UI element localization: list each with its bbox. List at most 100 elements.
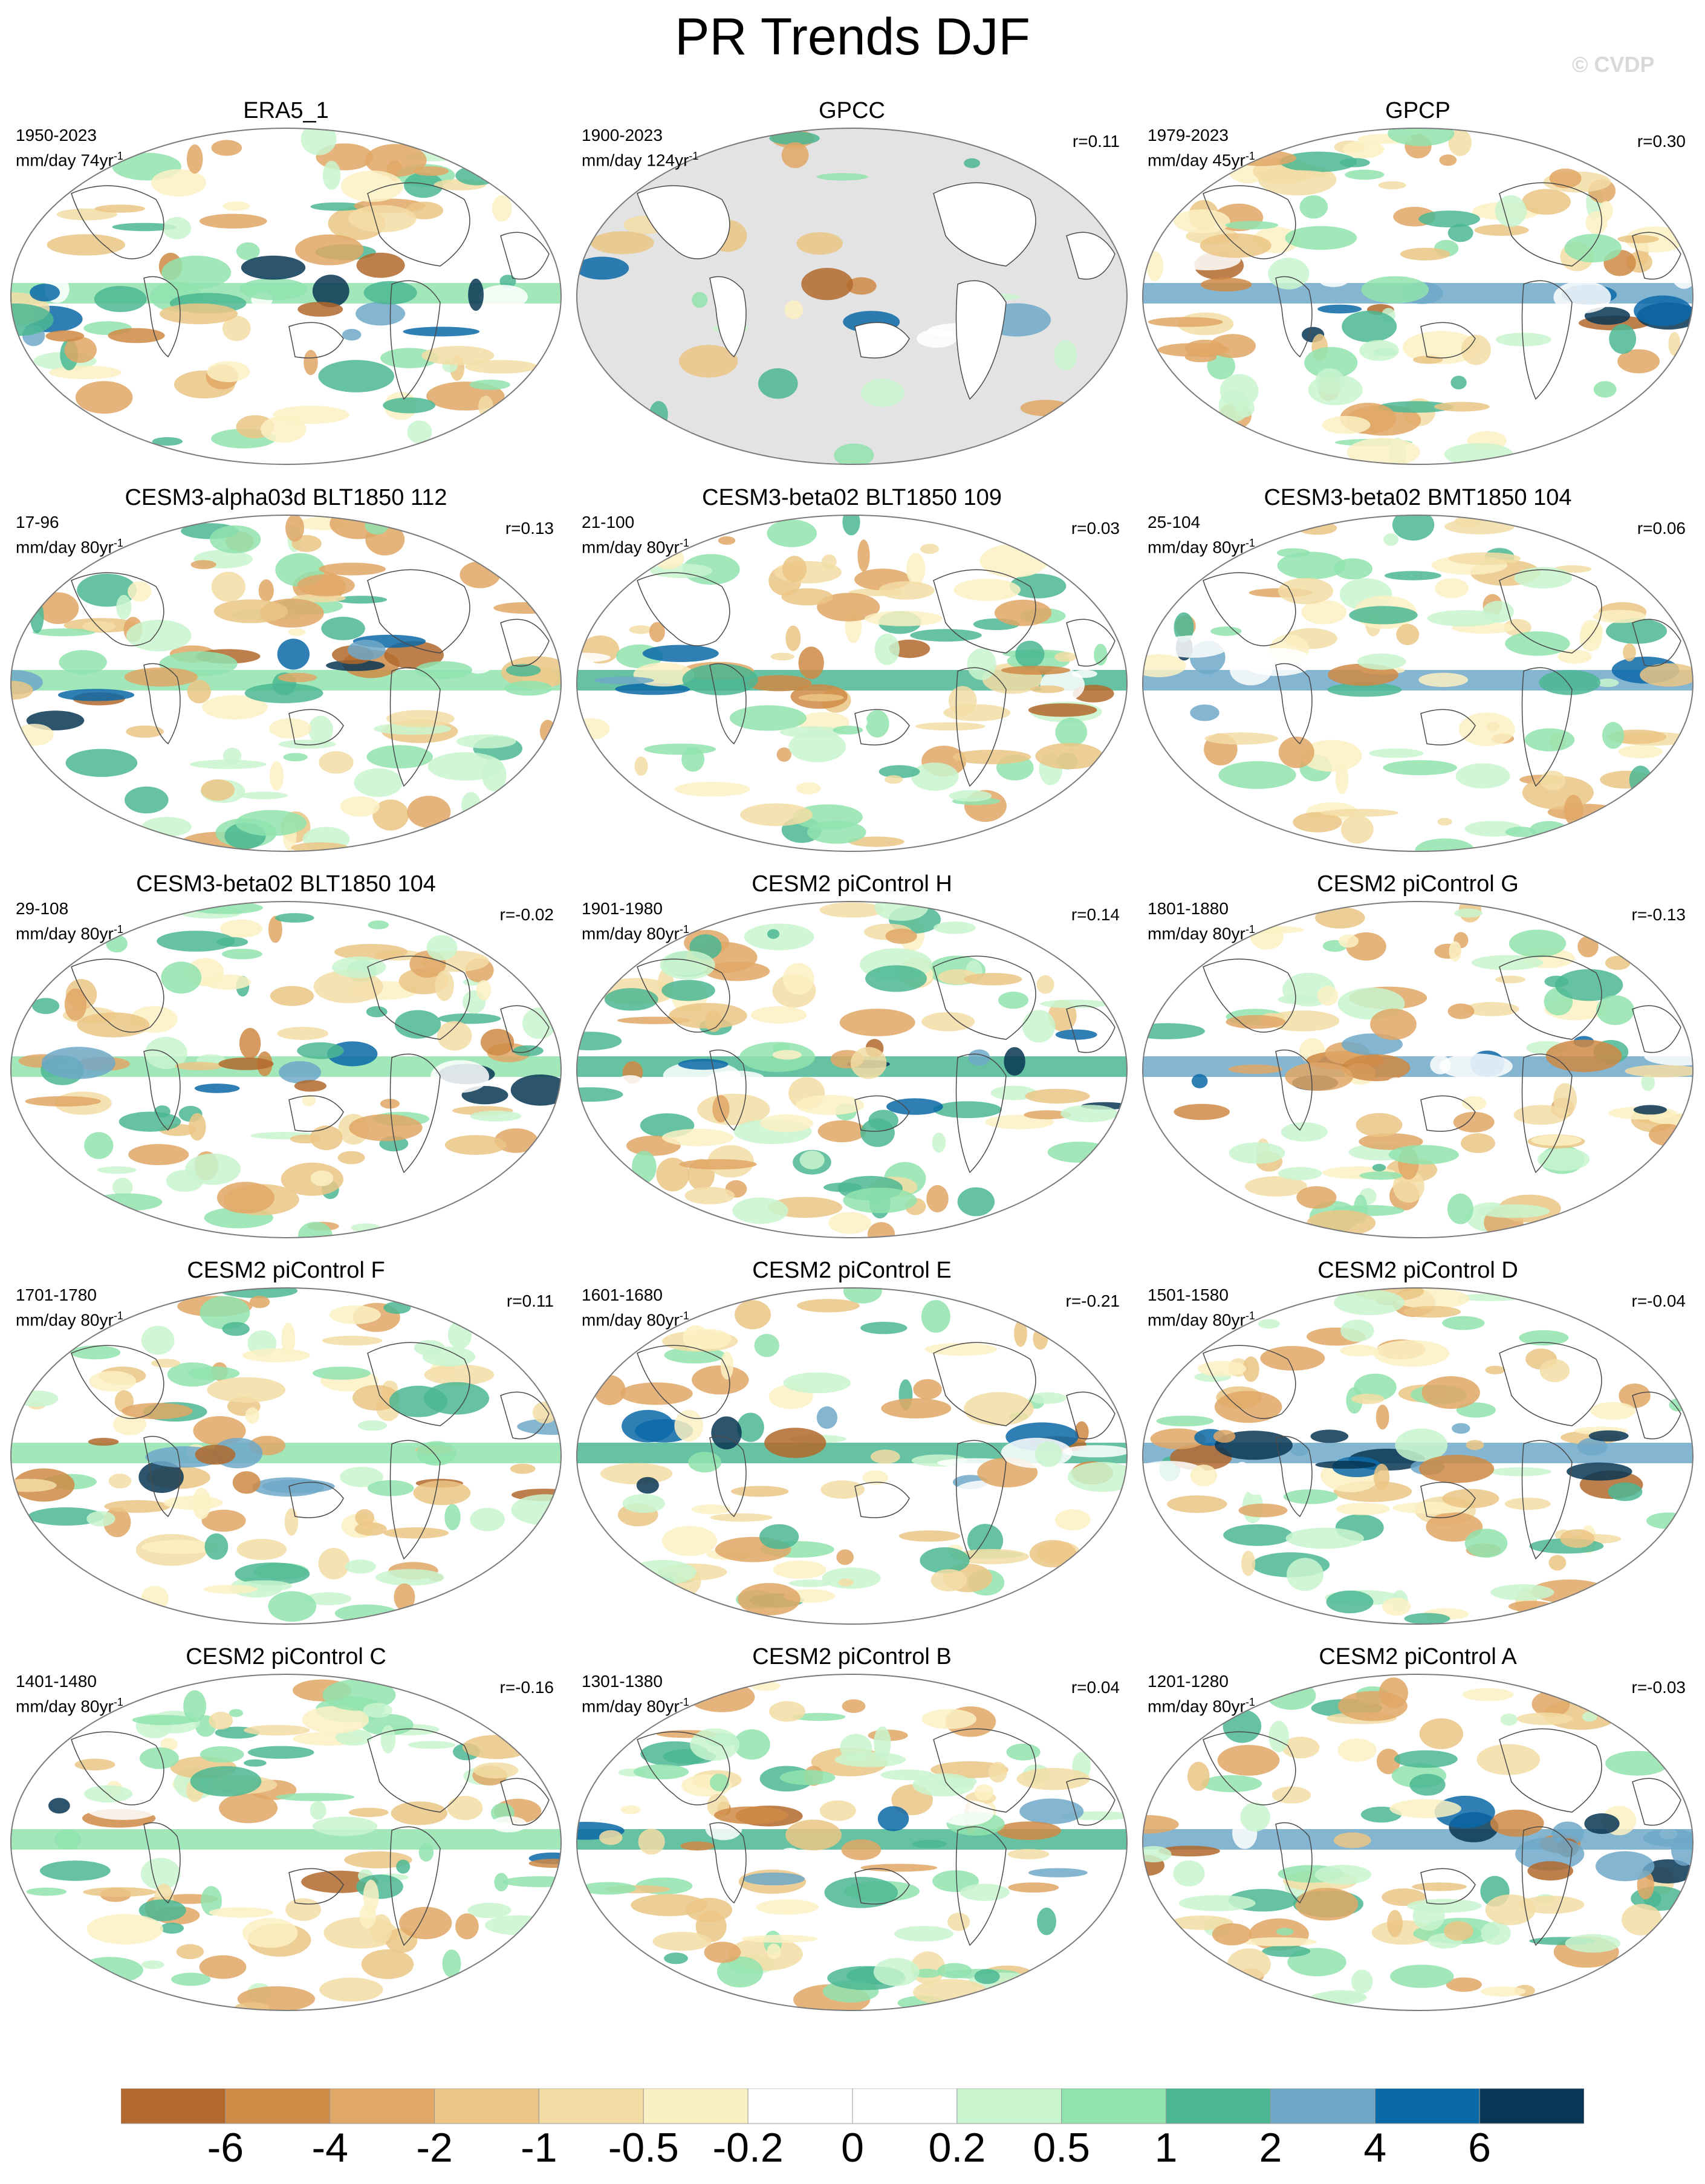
trend-blob: [1007, 1849, 1050, 1859]
trend-blob: [511, 1494, 561, 1526]
trend-blob: [1200, 233, 1271, 258]
robinson-map: [1142, 1287, 1694, 1625]
trend-blob: [1374, 1463, 1390, 1490]
continent-outline-icon: [1275, 276, 1313, 358]
trend-blob: [1522, 189, 1571, 215]
trend-blob: [522, 1007, 556, 1039]
trend-blob: [232, 1471, 261, 1494]
trend-blob: [41, 1047, 115, 1079]
trend-blob: [269, 761, 284, 791]
trend-blob: [348, 1807, 389, 1818]
trend-blob: [1276, 548, 1310, 557]
map-panel: CESM2 piControl G 1801-1880 mm/day 80yr-1 r…: [1137, 870, 1699, 1257]
trend-blob: [732, 1197, 788, 1224]
trend-blob: [1383, 533, 1398, 546]
trend-blob: [1442, 1489, 1499, 1509]
trend-blob: [1212, 1923, 1252, 1946]
continent-outline-icon: [955, 1053, 1007, 1174]
colorbar-swatch: [956, 2088, 1062, 2124]
trend-blob: [750, 1006, 807, 1024]
trend-blob: [886, 1098, 943, 1115]
trend-blob: [1310, 1429, 1349, 1443]
trend-blob: [1461, 1096, 1487, 1111]
panel-date-range: 1301-1380: [582, 1672, 663, 1691]
trend-blob: [921, 1300, 950, 1333]
map-panel: CESM2 piControl B 1301-1380 mm/day 80yr-1 r…: [571, 1643, 1133, 2030]
continent-outline-icon: [1066, 1391, 1116, 1440]
map-border: [10, 128, 562, 465]
trend-blob: [921, 1709, 976, 1729]
robinson-map: [10, 515, 562, 852]
trend-blob: [1340, 1345, 1379, 1357]
map-panel: CESM2 piControl D 1501-1580 mm/day 80yr-1 r…: [1137, 1256, 1699, 1643]
continent-outline-icon: [709, 663, 747, 745]
panel-date-range: 17-96: [16, 513, 59, 531]
trend-blob: [1174, 612, 1194, 643]
panel-units: mm/day 80yr-1: [1148, 920, 1255, 943]
trend-blob: [580, 1882, 637, 1895]
trend-blob: [1197, 1360, 1247, 1377]
trend-blob: [1024, 1110, 1071, 1120]
trend-blob: [881, 1398, 952, 1419]
trend-blob: [513, 1045, 544, 1056]
units-exponent: -1: [113, 1310, 123, 1322]
trend-blob: [108, 1474, 132, 1489]
continent-outline-icon: [1275, 1435, 1313, 1518]
continent-outline-icon: [1499, 1342, 1602, 1426]
trend-blob: [952, 749, 1031, 764]
trend-blob: [1557, 649, 1592, 664]
trend-blob: [74, 1758, 115, 1770]
trend-blob: [1278, 1167, 1322, 1180]
trend-blob: [276, 1793, 355, 1801]
trend-blob: [54, 1830, 82, 1850]
continent-outline-icon: [143, 1435, 181, 1518]
trend-blob: [1539, 1359, 1570, 1382]
trend-blob: [342, 328, 362, 341]
trend-blob: [242, 1918, 298, 1948]
map-panel: GPCP 1979-2023 mm/day 45yr-1 r=0.30: [1137, 97, 1699, 484]
trend-blob: [1228, 1064, 1283, 1074]
trend-blob: [1394, 1750, 1458, 1768]
trend-blob: [160, 1738, 178, 1750]
trend-blob: [356, 302, 406, 326]
trend-blob: [1283, 1489, 1338, 1504]
continent-outline-icon: [637, 572, 730, 646]
precip-trend-field: [577, 129, 1116, 464]
trend-blob: [1584, 1813, 1620, 1835]
trend-blob: [1315, 1460, 1377, 1469]
trend-blob: [874, 1726, 891, 1760]
trend-blob: [326, 660, 385, 671]
panel-units: mm/day 80yr-1: [582, 533, 689, 557]
map-panel: CESM2 piControl E 1601-1680 mm/day 80yr-1 r…: [571, 1256, 1133, 1643]
robinson-map: [10, 901, 562, 1238]
trend-blob: [322, 160, 341, 190]
trend-blob: [413, 1480, 471, 1506]
trend-blob: [380, 1099, 400, 1109]
trend-blob: [889, 639, 930, 658]
trend-blob: [683, 1325, 709, 1351]
trend-blob: [186, 144, 203, 174]
trend-blob: [1315, 907, 1365, 929]
trend-blob: [418, 1843, 434, 1862]
trend-blob: [493, 602, 560, 614]
continent-outline-icon: [1275, 663, 1313, 745]
trend-blob: [210, 525, 261, 554]
trend-blob: [244, 1724, 310, 1736]
trend-blob: [860, 1322, 908, 1334]
trend-blob: [1001, 666, 1071, 675]
trend-blob: [312, 1816, 378, 1836]
trend-blob: [953, 579, 1021, 601]
trend-blob: [1461, 1133, 1495, 1153]
trend-blob: [319, 751, 354, 774]
trend-blob: [834, 443, 874, 464]
panel-title: CESM2 piControl A: [1319, 1644, 1517, 1669]
panel-title: CESM2 piControl C: [186, 1644, 386, 1669]
trend-blob: [773, 1560, 827, 1579]
trend-blob: [1030, 685, 1065, 694]
trend-blob: [1301, 600, 1347, 625]
continent-outline-icon: [389, 1053, 441, 1174]
trend-blob: [222, 1322, 250, 1336]
trend-blob: [711, 1416, 742, 1450]
trend-blob: [199, 1955, 247, 1979]
trend-blob: [932, 1133, 946, 1153]
